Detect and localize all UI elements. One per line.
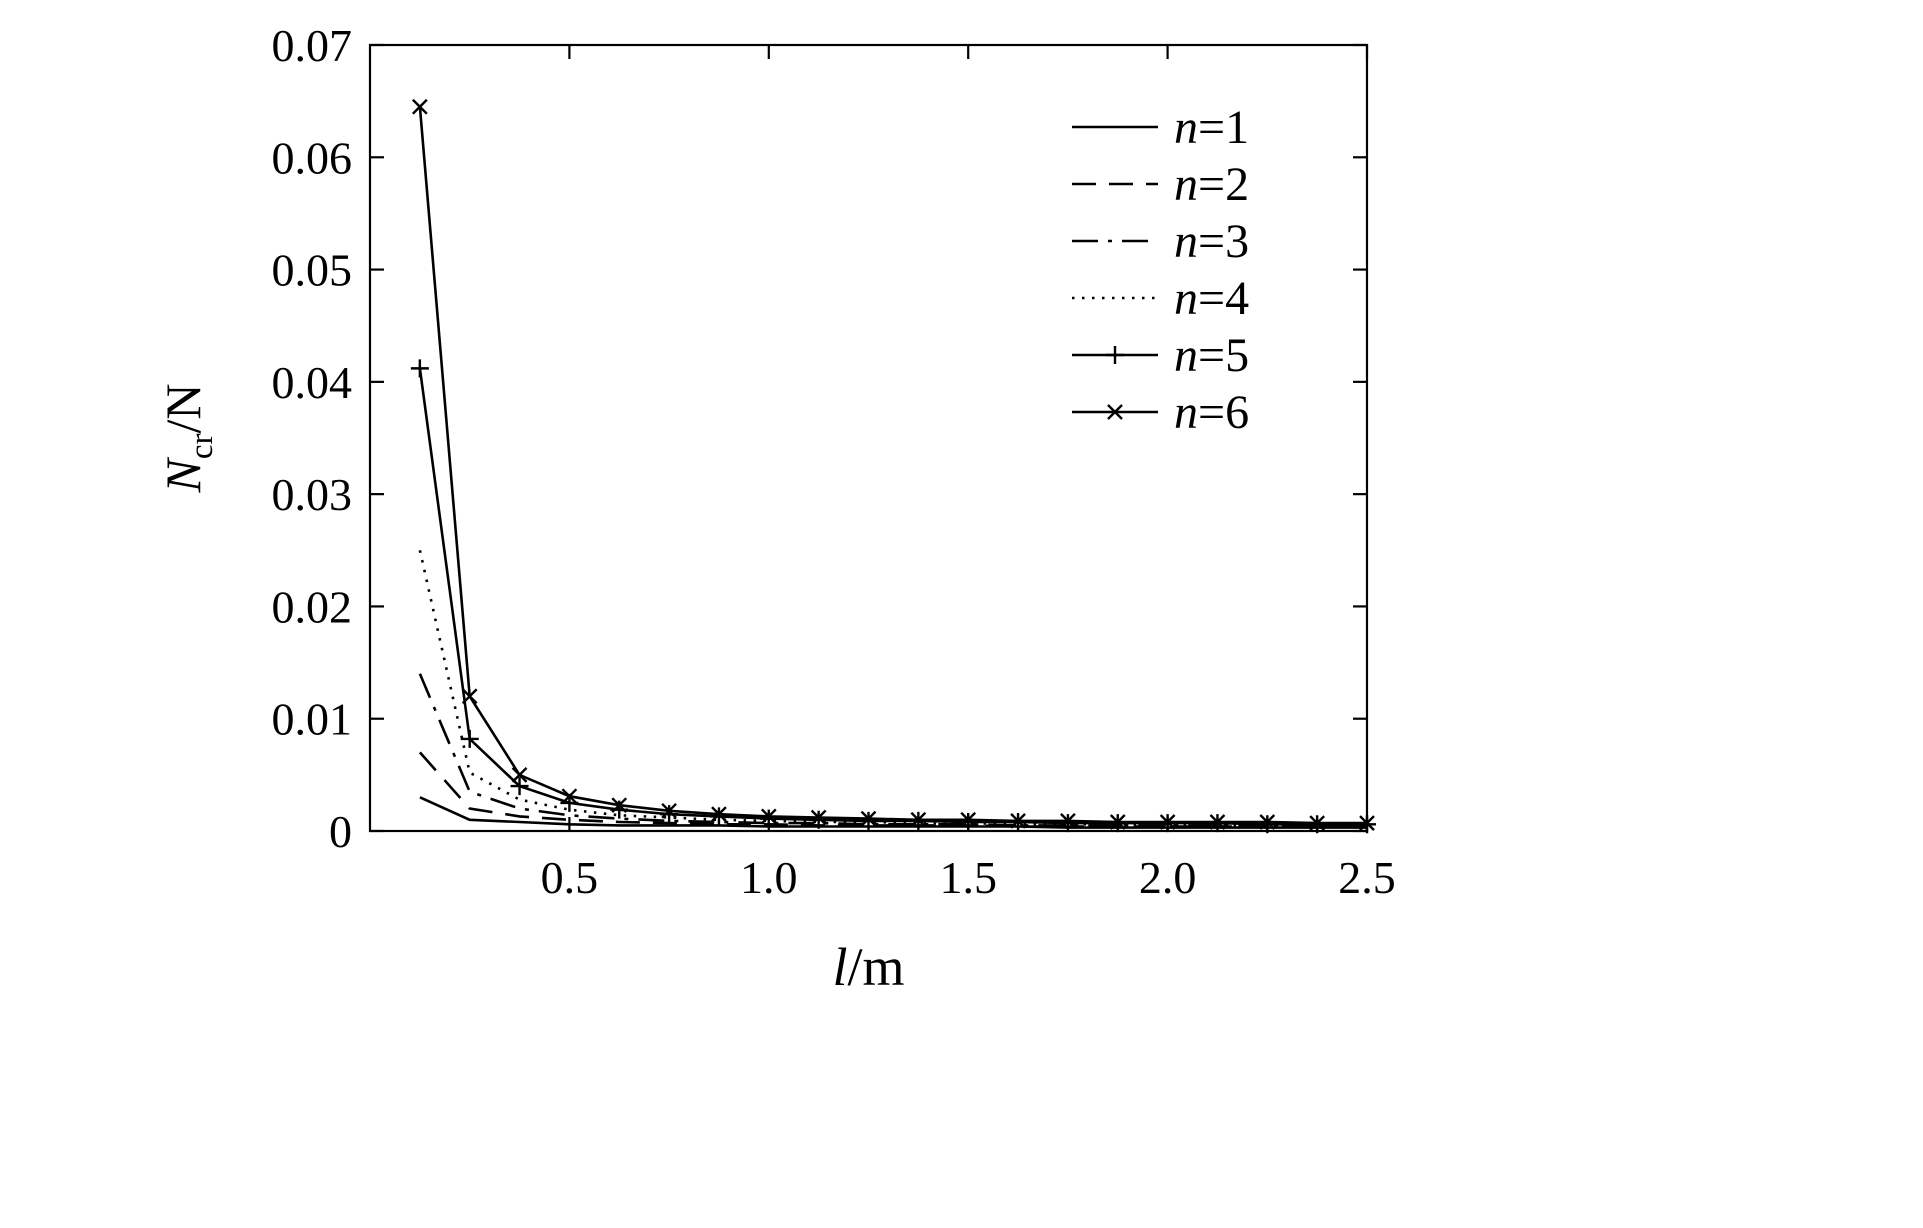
cross-marker: [1359, 815, 1375, 831]
y-tick-label: 0.04: [272, 357, 353, 408]
x-tick-label: 0.5: [541, 852, 599, 903]
cross-marker: [711, 806, 727, 823]
cross-marker: [810, 809, 827, 826]
legend-item-n6: n=6: [1072, 386, 1249, 439]
cross-marker: [760, 808, 777, 825]
legend-item-n2: n=2: [1072, 158, 1249, 211]
plus-marker: [410, 359, 429, 378]
plus-marker: [859, 811, 878, 830]
plus-marker: [1106, 346, 1124, 364]
legend-label: n=4: [1174, 272, 1249, 325]
plus-marker: [709, 807, 728, 826]
legend: n=1n=2n=3n=4n=5n=6: [1072, 101, 1249, 439]
cross-marker: [1107, 404, 1123, 420]
y-tick-label: 0.01: [272, 694, 353, 745]
cross-marker: [1259, 814, 1276, 830]
cross-marker: [960, 811, 977, 828]
series-n6: [412, 98, 1375, 831]
legend-label: n=1: [1174, 101, 1249, 154]
cross-marker: [511, 767, 528, 783]
legend-item-n5: n=5: [1072, 329, 1249, 382]
y-tick-label: 0.03: [272, 469, 353, 520]
x-tick-label: 1.0: [740, 852, 798, 903]
cross-marker: [1010, 813, 1026, 829]
x-tick-label: 2.5: [1338, 852, 1396, 903]
plus-marker: [959, 813, 978, 832]
cross-marker: [1209, 814, 1226, 830]
cross-marker: [461, 688, 478, 705]
plus-marker: [759, 809, 778, 828]
plus-marker: [510, 777, 529, 796]
series-line-n4: [418, 550, 1367, 827]
y-tick-label: 0: [329, 806, 352, 857]
y-tick-label: 0.07: [272, 20, 353, 71]
cross-marker: [1060, 813, 1076, 829]
cross-marker: [1159, 814, 1176, 830]
cross-marker: [611, 797, 628, 814]
legend-item-n3: n=3: [1072, 215, 1249, 268]
plot-border: [368, 43, 1369, 833]
legend-label: n=2: [1174, 158, 1249, 211]
cross-marker: [910, 811, 927, 828]
plus-marker: [809, 810, 828, 829]
legend-label: n=6: [1174, 386, 1249, 439]
legend-label: n=5: [1174, 329, 1249, 382]
plus-marker: [460, 729, 479, 748]
y-axis-label: Ncr/N: [155, 384, 220, 494]
series-line-n6: [418, 106, 1367, 825]
plus-marker: [660, 805, 679, 824]
series-n4: [418, 550, 1367, 827]
legend-item-n1: n=1: [1072, 101, 1249, 154]
cross-marker: [1109, 814, 1126, 830]
cross-marker: [561, 788, 578, 805]
y-tick-label: 0.02: [272, 581, 353, 632]
series-n3: [418, 673, 1367, 828]
y-axis: 0 0.01 0.02 0.03 0.04 0.05 0.06 0.07: [272, 20, 1367, 857]
plus-marker: [1258, 815, 1277, 834]
x-axis: 0.5 1.0 1.5 2.0 2.5: [541, 45, 1396, 903]
legend-label: n=3: [1174, 215, 1249, 268]
cross-marker: [661, 802, 677, 819]
legend-item-n4: n=4: [1072, 272, 1249, 325]
series-line-n3: [418, 673, 1367, 828]
y-tick-label: 0.05: [272, 245, 353, 296]
x-axis-label: l/m: [832, 937, 904, 997]
x-tick-label: 2.0: [1139, 852, 1197, 903]
cross-marker: [412, 98, 428, 115]
x-tick-label: 1.5: [939, 852, 997, 903]
cross-marker: [860, 810, 877, 827]
plus-marker: [1058, 814, 1077, 833]
cross-marker: [1309, 815, 1325, 831]
y-tick-label: 0.06: [272, 132, 353, 183]
